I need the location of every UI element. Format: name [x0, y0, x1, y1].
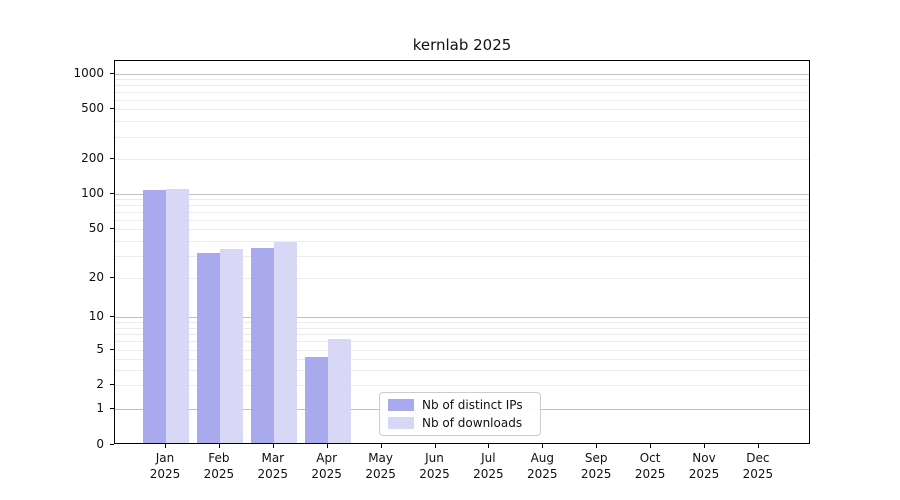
y-tick-mark — [110, 408, 114, 409]
y-tick-mark — [110, 349, 114, 350]
minor-gridline — [115, 278, 809, 279]
x-tick-label: Jan 2025 — [149, 451, 181, 481]
bar-downloads — [273, 241, 297, 443]
bar-downloads — [219, 249, 243, 443]
y-tick-mark — [110, 277, 114, 278]
major-gridline — [115, 194, 809, 195]
legend-label-downloads: Nb of downloads — [422, 416, 523, 430]
y-tick-label: 0 — [96, 437, 104, 451]
y-tick-label: 10 — [88, 309, 104, 323]
x-tick-mark — [380, 444, 382, 448]
bar-distinct-ips — [143, 189, 166, 443]
x-tick-label: Mar 2025 — [257, 451, 289, 481]
y-tick-mark — [110, 384, 114, 385]
legend-row-distinct-ips: Nb of distinct IPs — [388, 398, 532, 412]
legend: Nb of distinct IPs Nb of downloads — [379, 392, 541, 436]
legend-swatch-downloads — [388, 417, 414, 429]
bar-downloads — [166, 189, 189, 443]
x-tick-label: Oct 2025 — [634, 451, 666, 481]
minor-gridline — [115, 322, 809, 324]
x-tick-mark — [218, 444, 220, 448]
legend-row-downloads: Nb of downloads — [388, 416, 532, 430]
x-tick-mark — [704, 444, 705, 448]
minor-gridline — [115, 79, 809, 81]
minor-gridline — [115, 369, 809, 371]
minor-gridline — [115, 92, 809, 93]
y-tick-mark — [110, 158, 114, 159]
minor-gridline — [115, 109, 809, 110]
minor-gridline — [115, 205, 809, 207]
x-tick-mark — [165, 444, 166, 448]
x-tick-mark — [542, 444, 544, 448]
minor-gridline — [115, 212, 809, 213]
minor-gridline — [115, 159, 809, 160]
x-tick-mark — [596, 444, 598, 448]
y-tick-label: 100 — [81, 186, 104, 200]
y-tick-mark — [110, 193, 114, 194]
x-tick-label: Nov 2025 — [688, 451, 720, 481]
minor-gridline — [115, 85, 809, 87]
minor-gridline — [115, 341, 809, 343]
x-tick-label: Apr 2025 — [311, 451, 342, 481]
minor-gridline — [115, 385, 809, 386]
y-tick-label: 5 — [96, 342, 104, 356]
x-tick-mark — [326, 444, 328, 448]
legend-swatch-distinct-ips — [388, 399, 414, 411]
minor-gridline — [115, 199, 809, 201]
minor-gridline — [115, 358, 809, 360]
y-tick-label: 500 — [81, 101, 104, 115]
y-tick-label: 1 — [96, 401, 104, 415]
minor-gridline — [115, 350, 809, 351]
minor-gridline — [115, 136, 809, 138]
minor-gridline — [115, 99, 809, 101]
x-tick-label: Jul 2025 — [473, 451, 504, 481]
x-tick-label: Dec 2025 — [742, 451, 774, 481]
chart-title: kernlab 2025 — [412, 36, 512, 54]
minor-gridline — [115, 240, 809, 242]
x-tick-mark — [488, 444, 490, 448]
minor-gridline — [115, 229, 809, 230]
y-tick-label: 200 — [81, 151, 104, 165]
x-tick-label: May 2025 — [365, 451, 396, 481]
major-gridline — [115, 74, 809, 75]
x-tick-mark — [272, 444, 274, 448]
minor-gridline — [115, 327, 809, 329]
bar-distinct-ips — [196, 252, 220, 443]
y-tick-mark — [110, 444, 114, 445]
plot-area: Nb of distinct IPs Nb of downloads — [114, 60, 810, 444]
bar-distinct-ips — [304, 356, 328, 443]
minor-gridline — [115, 333, 809, 335]
y-tick-mark — [110, 73, 114, 74]
x-tick-mark — [434, 444, 436, 448]
y-tick-mark — [110, 228, 114, 229]
y-tick-label: 1000 — [73, 66, 104, 80]
x-tick-label: Aug 2025 — [527, 451, 558, 481]
x-tick-label: Sep 2025 — [580, 451, 612, 481]
y-tick-mark — [110, 108, 114, 109]
legend-label-distinct-ips: Nb of distinct IPs — [422, 398, 523, 412]
x-tick-mark — [757, 444, 759, 448]
y-tick-label: 2 — [96, 377, 104, 391]
major-gridline — [115, 317, 809, 318]
minor-gridline — [115, 219, 809, 221]
x-tick-mark — [650, 444, 652, 448]
x-tick-label: Jun 2025 — [419, 451, 450, 481]
y-tick-label: 20 — [88, 270, 104, 284]
y-tick-mark — [110, 316, 114, 317]
minor-gridline — [115, 121, 809, 123]
minor-gridline — [115, 256, 809, 258]
bar-downloads — [327, 339, 351, 443]
bar-distinct-ips — [250, 247, 274, 443]
x-tick-label: Feb 2025 — [203, 451, 235, 481]
y-tick-label: 50 — [88, 221, 104, 235]
